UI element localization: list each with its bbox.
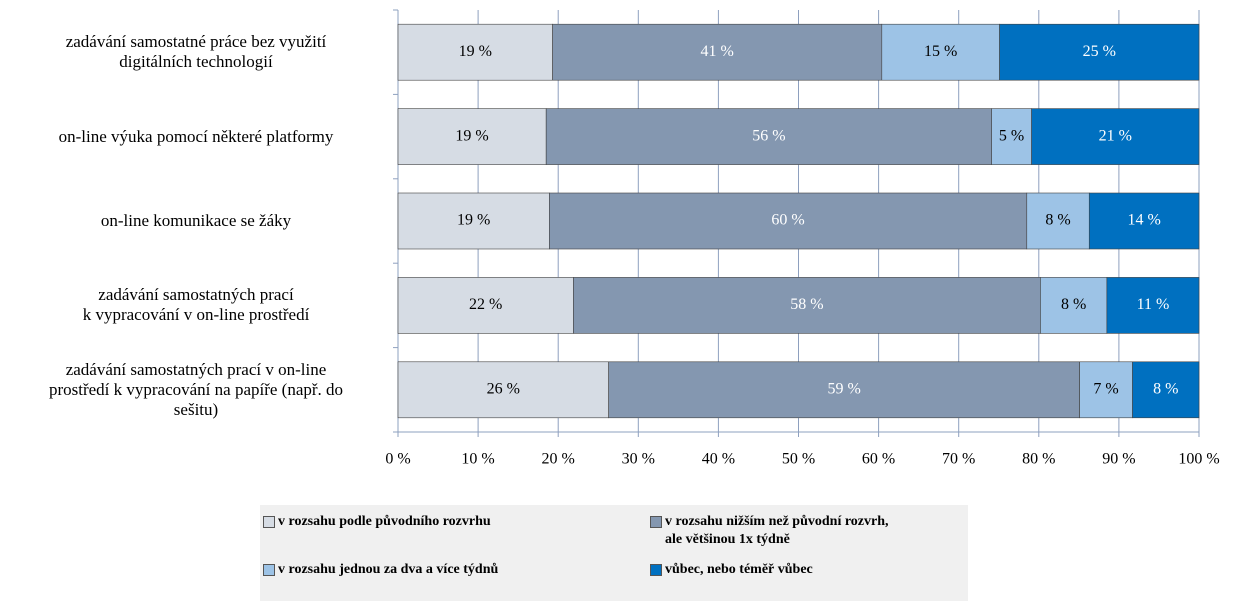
value-label: 19 % [455,127,488,144]
bar-segment [999,23,1200,81]
x-tick-label: 50 % [782,451,815,468]
category-label: zadávání samostatných prací k vypracován… [82,285,310,325]
legend-swatch [263,516,275,528]
legend-label: vůbec, nebo téměř vůbec [665,562,813,577]
legend-swatch [263,564,275,576]
bar-segment [1040,277,1108,334]
value-label: 25 % [1083,43,1116,60]
bar-segment [573,277,1041,334]
legend-swatch [650,564,662,576]
value-label: 11 % [1137,296,1170,313]
bar-segment [545,108,992,165]
legend-label: v rozsahu podle původního rozvrhu [278,514,491,529]
x-tick-label: 20 % [542,451,575,468]
legend-label: v rozsahu nižším než původní rozvrh, ale… [665,514,889,547]
bar-segment [608,361,1080,419]
bar-segment [1106,277,1200,334]
bar-segment [397,23,553,81]
x-tick-label: 70 % [942,451,975,468]
value-label: 8 % [1061,296,1086,313]
bar-segment [1079,361,1133,419]
legend-item: v rozsahu jednou za dva a více týdnů [263,561,498,579]
legend-label: v rozsahu jednou za dva a více týdnů [278,562,499,577]
bar-segment [1026,192,1090,250]
legend-swatch [650,516,662,528]
value-label: 21 % [1099,127,1132,144]
x-tick-label: 80 % [1022,451,1055,468]
x-tick-label: 100 % [1178,451,1219,468]
bar-segment [397,361,609,419]
x-tick-label: 10 % [461,451,494,468]
bar-segment [397,192,550,250]
value-label: 59 % [827,380,860,397]
category-label: on-line komunikace se žáky [100,211,292,230]
value-label: 58 % [790,296,823,313]
x-tick-label: 90 % [1102,451,1135,468]
x-tick-label: 30 % [622,451,655,468]
value-label: 22 % [469,296,502,313]
value-label: 8 % [1045,212,1070,229]
x-tick-label: 0 % [385,451,410,468]
legend-item: vůbec, nebo téměř vůbec [650,561,813,579]
value-label: 15 % [924,43,957,60]
bar-segment [1132,361,1200,419]
value-label: 5 % [999,127,1024,144]
bar-segment [397,108,547,165]
bar-segment [397,277,574,334]
category-label: on-line výuka pomocí některé platformy [58,126,334,146]
value-label: 19 % [457,212,490,229]
bar-segment [1088,192,1200,250]
chart: 0 % 10 % 20 % 30 % 40 % 50 % 60 % 70 % 80 % 90 % 1… [385,9,1220,468]
value-label: 26 % [487,380,520,397]
bar-segment [881,23,1000,81]
category-label: zadávání samostatné práce bez využití di… [65,32,327,72]
value-label: 14 % [1127,212,1160,229]
bar-segment [1031,108,1200,165]
value-label: 7 % [1093,380,1118,397]
legend: v rozsahu podle původního rozvrhu v rozsa… [260,505,968,601]
x-tick-label: 40 % [702,451,735,468]
legend-item: v rozsahu podle původního rozvrhu [263,513,491,531]
legend-item: v rozsahu nižším než původní rozvrh, ale… [650,513,889,549]
value-label: 56 % [752,127,785,144]
value-label: 19 % [459,43,492,60]
value-label: 41 % [701,43,734,60]
value-label: 60 % [771,212,804,229]
x-tick-label: 60 % [862,451,895,468]
category-label: zadávání samostatných prací v on-line pr… [48,359,344,419]
value-label: 8 % [1153,380,1178,397]
